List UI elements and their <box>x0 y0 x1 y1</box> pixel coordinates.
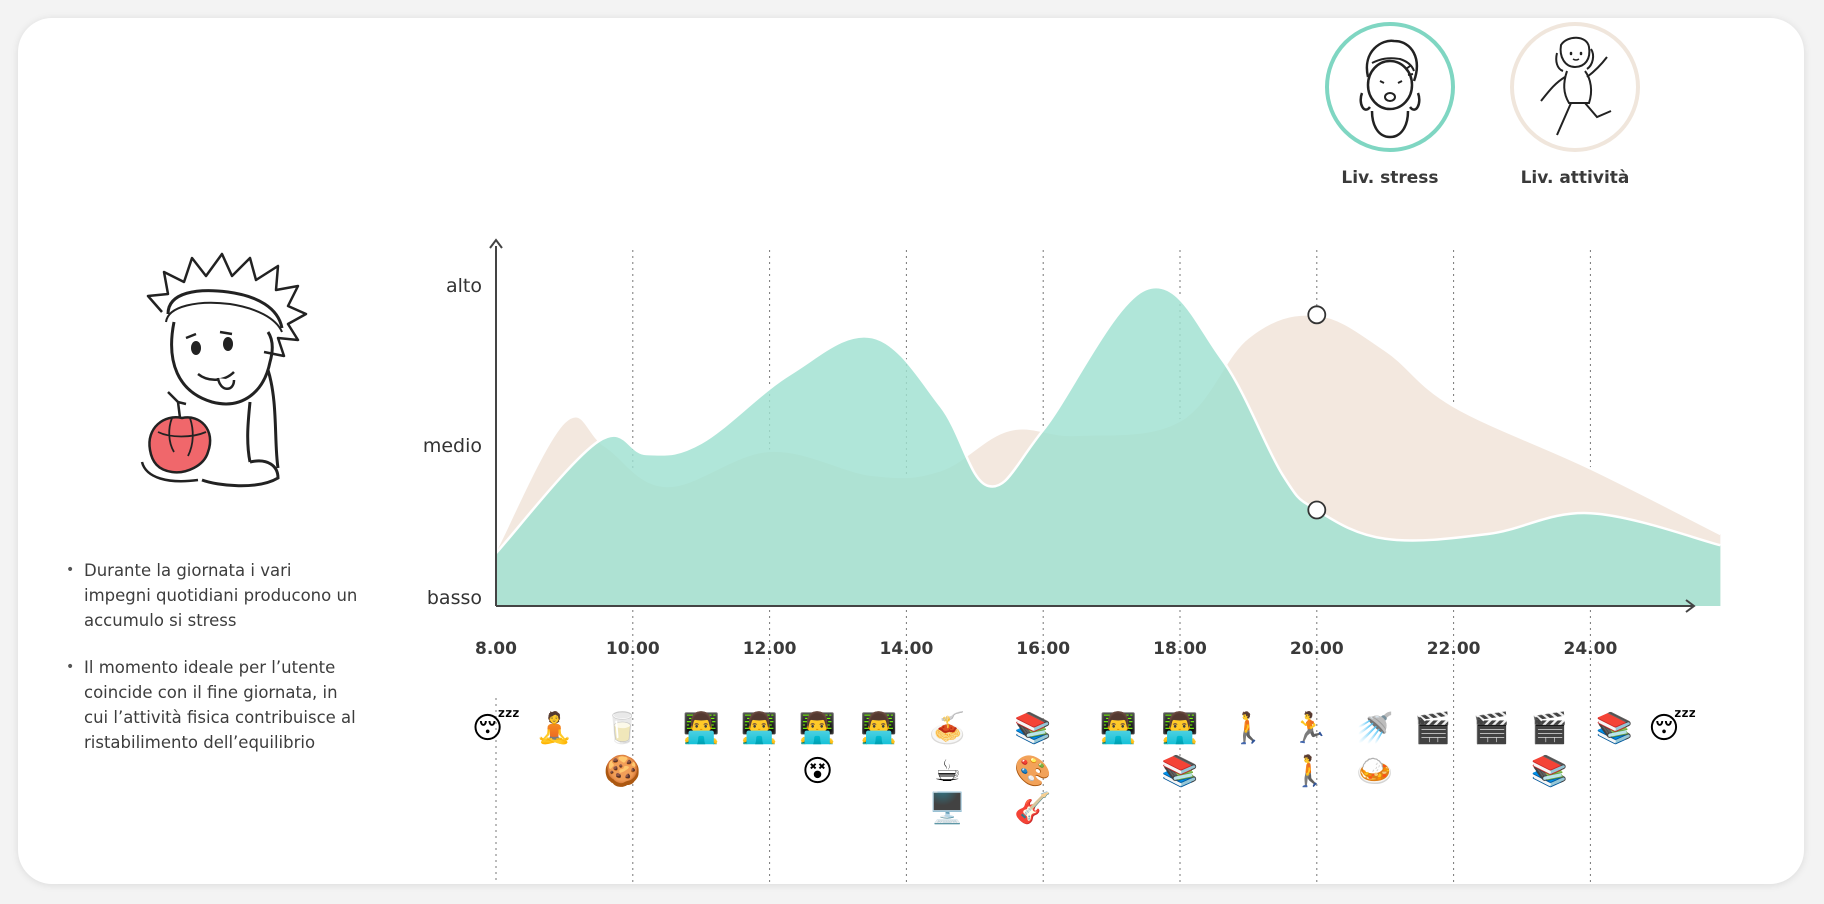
infographic-card: Liv. stress Liv. attività <box>18 18 1804 884</box>
palette-emoji: 🎨 <box>1014 752 1051 789</box>
data-marker <box>1307 305 1327 325</box>
coffee-emoji: ☕ <box>934 754 961 789</box>
books-emoji: 📚 <box>1161 754 1198 789</box>
activity-emoji-row: 😴 🧘 🥛 🍪 👨‍💻 👨‍💻 👨‍💻 😵 👨‍💻 🍝 ☕🖥️ 📚 🎨🎸 👨‍💻 👨‍💻 📚 🚶 🏃 🚶 🚿 🍛 🎬 🎬 🎬 📚… <box>472 710 1697 826</box>
books-emoji: 📚 <box>1014 711 1051 746</box>
x-tick-label: 20.00 <box>1290 639 1344 659</box>
x-axis-arrow <box>1685 599 1696 613</box>
clapper-board-emoji: 🎬 <box>1531 710 1568 746</box>
books-emoji: 📚 <box>1596 711 1633 746</box>
y-tick-label: medio <box>423 435 482 457</box>
x-axis-labels: 8.00 10.00 12.00 14.00 16.00 18.00 20.00 22.00 2… <box>475 639 1617 659</box>
curry-plate-emoji: 🍛 <box>1356 754 1393 789</box>
walking-person-emoji: 🚶 <box>1230 710 1267 746</box>
milk-glass-emoji: 🥛 <box>604 710 641 746</box>
data-marker <box>1307 500 1327 520</box>
clapper-board-emoji: 🎬 <box>1414 710 1451 746</box>
spaghetti-emoji: 🍝 <box>929 710 966 746</box>
y-tick-label: basso <box>427 587 482 609</box>
vertical-gridlines <box>495 250 1591 884</box>
note-item: Durante la giornata i vari impegni quoti… <box>62 558 362 633</box>
y-axis-labels: alto medio basso <box>423 275 482 609</box>
laptop-worker-emoji: 👨‍💻 <box>1161 710 1198 746</box>
area-series <box>494 285 1721 606</box>
laptop-worker-emoji: 👨‍💻 <box>741 710 778 746</box>
legend-activity: Liv. attività <box>1500 22 1650 188</box>
stressed-person-icon <box>1359 39 1421 139</box>
laptop-worker-emoji: 👨‍💻 <box>799 710 836 746</box>
books-emoji: 📚 <box>1531 754 1568 789</box>
notes-list: Durante la giornata i vari impegni quoti… <box>62 558 362 777</box>
laptop-worker-emoji: 👨‍💻 <box>683 710 720 746</box>
dizzy-face-emoji: 😵 <box>802 754 833 789</box>
legend-label-activity: Liv. attività <box>1520 168 1630 188</box>
legend-label-stress: Liv. stress <box>1341 168 1439 188</box>
x-tick-label: 8.00 <box>475 639 517 659</box>
x-tick-label: 18.00 <box>1153 639 1207 659</box>
clapper-board-emoji: 🎬 <box>1473 710 1510 746</box>
legend-stress: Liv. stress <box>1315 22 1465 188</box>
laptop-worker-emoji: 👨‍💻 <box>860 710 897 746</box>
running-person-emoji: 🏃 <box>1291 710 1328 746</box>
sleep-emoji: 😴 <box>1648 710 1696 746</box>
stress-level-badge <box>1325 22 1455 152</box>
walking-person-emoji: 🚶 <box>1291 753 1328 789</box>
stress-line <box>495 285 1721 555</box>
x-tick-label: 12.00 <box>743 639 797 659</box>
sleep-emoji: 😴 <box>472 710 520 746</box>
shower-emoji: 🚿 <box>1356 710 1393 746</box>
meditation-emoji: 🧘 <box>535 710 572 746</box>
laptop-worker-emoji: 👨‍💻 <box>1100 710 1137 746</box>
activity-level-badge <box>1510 22 1640 152</box>
y-tick-label: alto <box>446 275 482 297</box>
guitar-emoji: 🎸 <box>1014 790 1051 826</box>
markers <box>1307 305 1327 520</box>
x-tick-label: 22.00 <box>1427 639 1481 659</box>
stress-activity-chart: alto medio basso 8.00 10.00 12.00 14.00 16.00 1… <box>423 238 1721 884</box>
desktop-computer-emoji: 🖥️ <box>929 790 966 826</box>
y-axis-arrow <box>489 238 503 249</box>
cookie-emoji: 🍪 <box>604 753 641 789</box>
x-tick-label: 14.00 <box>880 639 934 659</box>
person-with-cupcake-illustration <box>140 252 308 488</box>
axes <box>489 238 1696 613</box>
note-item: Il momento ideale per l’utente coincide … <box>62 655 362 755</box>
x-tick-label: 24.00 <box>1564 639 1618 659</box>
x-tick-label: 10.00 <box>606 639 660 659</box>
active-person-icon <box>1540 36 1612 136</box>
x-tick-label: 16.00 <box>1016 639 1070 659</box>
